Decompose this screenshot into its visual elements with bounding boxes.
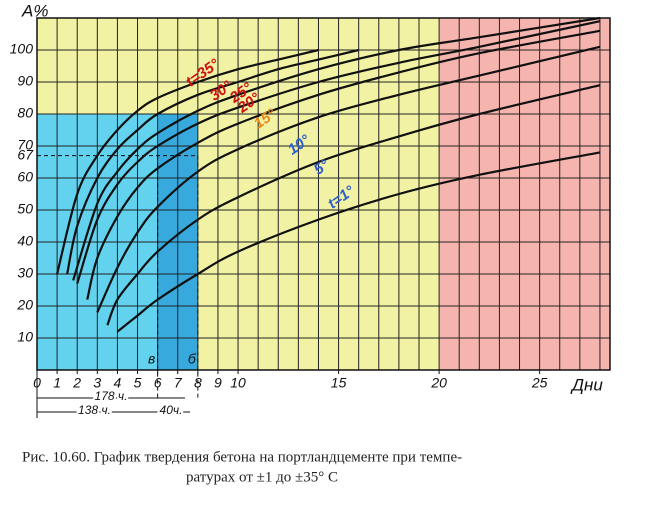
y-tick-label: 40 (17, 233, 33, 249)
x-tick-label: 10 (230, 375, 246, 391)
curve (96, 45, 601, 313)
y-tick-label: 10 (17, 329, 33, 345)
x-tick-label: 7 (174, 375, 183, 391)
y-tick-label: 70 (17, 137, 33, 153)
x-tick-label: 20 (430, 375, 447, 391)
x-tick-label: 25 (531, 375, 548, 391)
y-tick-label: 30 (17, 265, 33, 281)
caption: Рис. 10.60. График твердения бетона на п… (22, 449, 462, 465)
x-tick-label: 2 (72, 375, 81, 391)
y-tick-label: 100 (10, 41, 34, 57)
curve (86, 29, 601, 300)
y-tick-label: 20 (16, 297, 33, 313)
dimension-label: 40ч. (160, 403, 183, 417)
plot-area (36, 18, 610, 370)
y-tick-label: 50 (17, 201, 33, 217)
curve (76, 20, 601, 284)
y-tick-label: 90 (17, 73, 33, 89)
x-axis-label: Дни (570, 375, 603, 394)
x-tick-label: 5 (134, 375, 142, 391)
plot-border (36, 17, 611, 371)
shaded-region (439, 18, 610, 370)
x-tick-label: 15 (331, 375, 347, 391)
x-tick-label: 9 (214, 375, 222, 391)
curve (116, 151, 601, 333)
curve (56, 48, 319, 275)
y-tick-label: 67 (17, 146, 34, 162)
dimension-label: 178 ч. (95, 389, 128, 403)
x-tick-label: 3 (93, 375, 101, 391)
marker-label: в (148, 351, 155, 367)
y-axis-label: A% (21, 1, 48, 20)
y-tick-label: 60 (17, 169, 33, 185)
marker-label: б (188, 351, 197, 367)
curve (106, 84, 601, 326)
x-tick-label: 4 (114, 375, 122, 391)
caption: ратурах от ±1 до ±35° С (186, 469, 338, 485)
curve (72, 16, 601, 281)
y-tick-label: 80 (17, 105, 33, 121)
curve (66, 48, 359, 275)
dimension-label: 138 ч. (78, 403, 111, 417)
x-tick-label: 1 (53, 375, 61, 391)
